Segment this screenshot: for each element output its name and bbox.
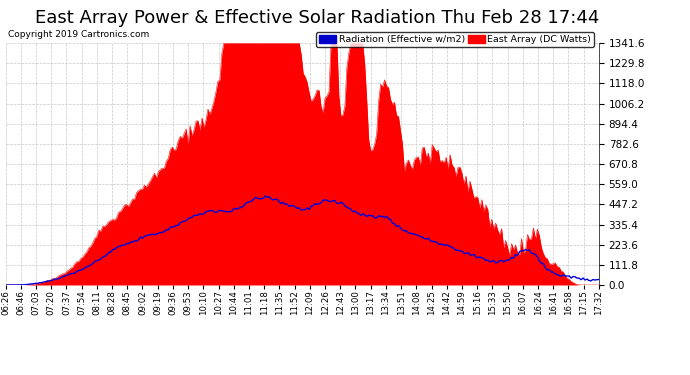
Text: East Array Power & Effective Solar Radiation Thu Feb 28 17:44: East Array Power & Effective Solar Radia… bbox=[35, 9, 600, 27]
Legend: Radiation (Effective w/m2), East Array (DC Watts): Radiation (Effective w/m2), East Array (… bbox=[316, 32, 594, 47]
Text: Copyright 2019 Cartronics.com: Copyright 2019 Cartronics.com bbox=[8, 30, 150, 39]
